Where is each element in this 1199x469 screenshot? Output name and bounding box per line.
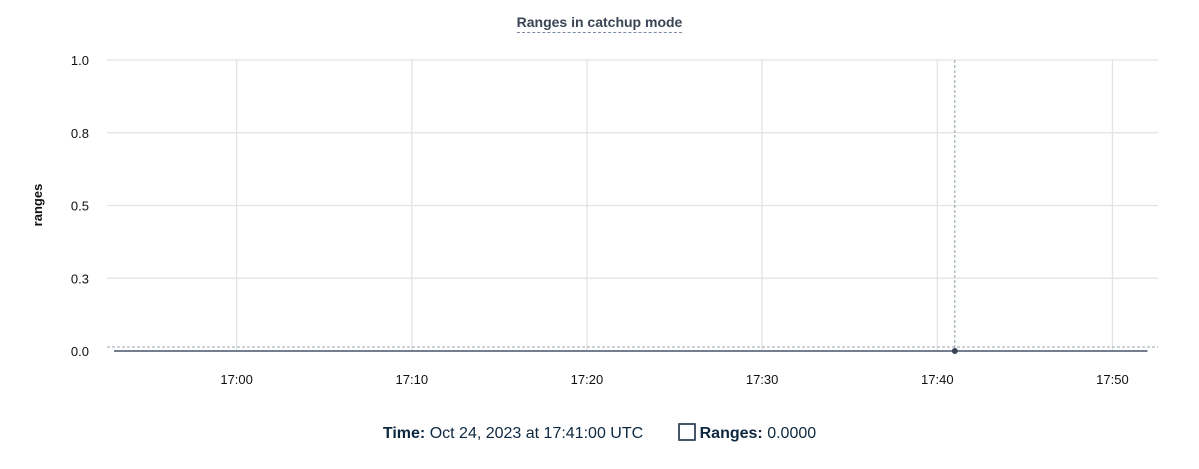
chart-title[interactable]: Ranges in catchup mode (0, 14, 1199, 33)
x-tick-label: 17:40 (921, 372, 954, 387)
y-tick-label: 1.0 (71, 53, 89, 68)
time-value: Oct 24, 2023 at 17:41:00 UTC (429, 425, 644, 442)
hover-legend: Time: Oct 24, 2023 at 17:41:00 UTC Range… (0, 423, 1199, 443)
x-tick-label: 17:00 (220, 372, 253, 387)
y-tick-label: 0.3 (71, 271, 89, 286)
time-label: Time: (382, 425, 426, 442)
x-tick-label: 17:30 (746, 372, 779, 387)
series-value: 0.0000 (767, 425, 817, 442)
series-checkbox[interactable] (677, 423, 696, 441)
y-tick-label: 0.8 (71, 126, 89, 141)
hover-point (951, 348, 958, 354)
y-axis-label: ranges (30, 184, 45, 227)
y-tick-label: 0.0 (71, 344, 89, 359)
y-tick-label: 0.5 (71, 199, 89, 214)
x-tick-label: 17:50 (1096, 372, 1129, 387)
series-label: Ranges: (699, 425, 763, 442)
x-tick-label: 17:20 (571, 372, 604, 387)
x-tick-label: 17:10 (396, 372, 429, 387)
chart-title-text[interactable]: Ranges in catchup mode (516, 14, 683, 33)
